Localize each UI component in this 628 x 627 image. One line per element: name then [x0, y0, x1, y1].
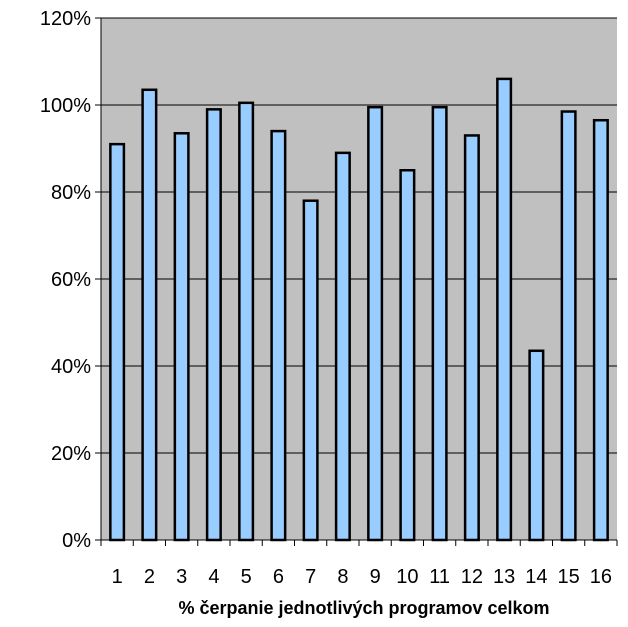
y-tick-label: 0%: [62, 530, 91, 552]
bar-2: [141, 88, 158, 542]
y-tick-label: 20%: [51, 443, 91, 465]
bar-12: [463, 134, 480, 542]
x-tick-label: 8: [337, 566, 348, 588]
x-tick-label: 3: [176, 566, 187, 588]
x-tick-label: 13: [493, 566, 515, 588]
bar-8: [334, 151, 351, 542]
bar-14: [528, 349, 545, 542]
x-tick-label: 4: [208, 566, 219, 588]
bar-9: [367, 105, 384, 542]
x-tick-label: 9: [370, 566, 381, 588]
y-tick-label: 80%: [51, 182, 91, 204]
y-tick-label: 60%: [51, 269, 91, 291]
y-tick-label: 100%: [40, 95, 91, 117]
x-ticks: 1 2 3 4 5 6 7 8 9 10 11 12 13 14 15 16: [100, 540, 618, 588]
bar-7: [302, 199, 319, 542]
x-tick-label: 6: [273, 566, 284, 588]
bar-11: [431, 105, 448, 542]
x-tick-label: 5: [241, 566, 252, 588]
bar-4: [205, 108, 222, 542]
bar-3: [173, 132, 190, 542]
x-tick-label: 16: [590, 566, 612, 588]
y-tick-label: 40%: [51, 356, 91, 378]
x-tick-label: 10: [396, 566, 418, 588]
y-tick-label: 120%: [40, 8, 91, 30]
x-tick-label: 14: [525, 566, 547, 588]
bar-10: [399, 169, 416, 542]
x-tick-label: 1: [112, 566, 123, 588]
bar-1: [109, 142, 126, 542]
x-tick-label: 7: [305, 566, 316, 588]
bar-15: [560, 110, 577, 542]
x-tick-label: 2: [144, 566, 155, 588]
y-ticks: 0% 20% 40% 60% 80% 100% 120%: [40, 8, 101, 552]
bar-13: [496, 77, 513, 542]
bar-5: [238, 101, 255, 542]
x-tick-label: 12: [461, 566, 483, 588]
bar-6: [270, 129, 287, 542]
bar-16: [592, 118, 609, 542]
x-tick-label: 15: [558, 566, 580, 588]
x-axis-title: % čerpanie jednotlivých programov celkom: [178, 598, 549, 618]
x-tick-label: 11: [429, 566, 450, 588]
